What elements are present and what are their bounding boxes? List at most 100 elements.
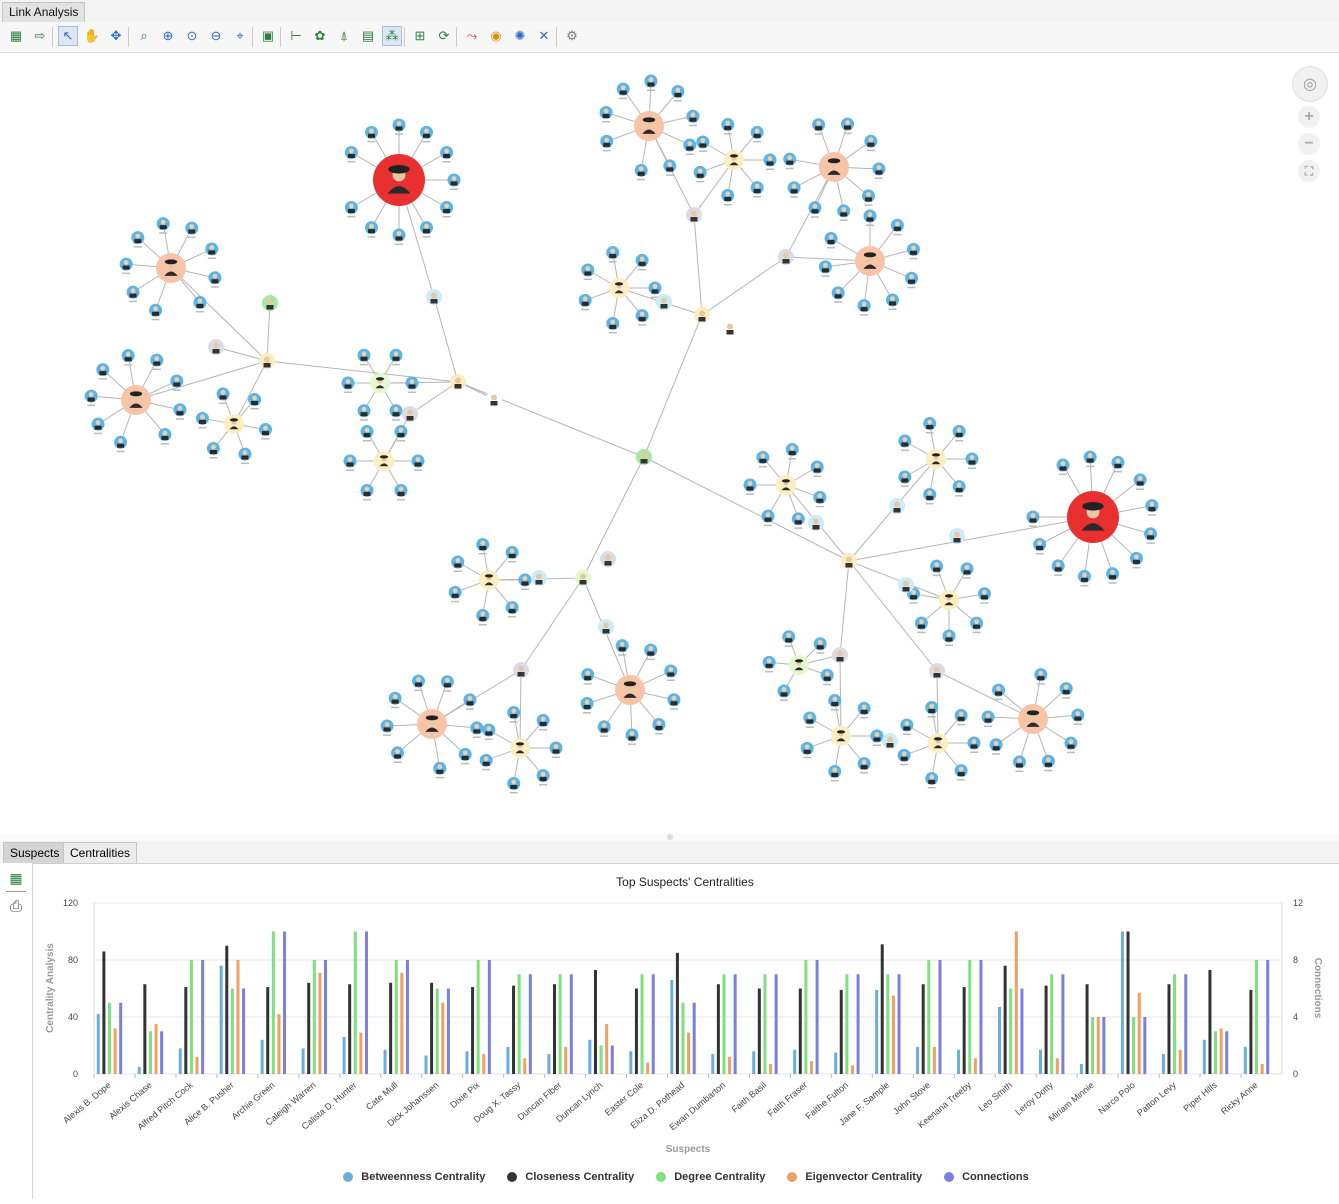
contact-node[interactable] [365,221,378,238]
suspect-node[interactable] [928,733,948,753]
contact-node[interactable] [156,217,170,234]
network-button[interactable]: ✺ [514,28,526,43]
contact-node[interactable] [818,260,832,277]
contact-node[interactable] [394,483,408,501]
contact-node[interactable] [1077,569,1091,587]
contact-node[interactable] [820,668,834,686]
contact-node[interactable] [870,729,884,747]
contact-node[interactable] [114,435,128,453]
contact-node[interactable] [696,135,710,153]
contact-node[interactable] [898,470,912,488]
contact-node[interactable] [1033,537,1047,555]
contact-node[interactable] [952,424,966,442]
contact-node[interactable] [238,447,252,465]
contact-node[interactable] [344,201,358,218]
contact-node[interactable] [1145,499,1159,516]
contact-node[interactable] [954,764,968,781]
contact-node[interactable] [360,483,374,501]
suspect-node[interactable] [373,154,425,206]
contact-node[interactable] [925,771,939,789]
contact-node[interactable] [1133,473,1147,490]
suspect-node[interactable] [926,449,946,469]
suspect-node[interactable] [615,675,645,705]
zoom-out-button[interactable]: ⊖ [210,28,222,43]
contact-node[interactable] [463,693,477,710]
contact-node[interactable] [248,392,262,410]
contact-node[interactable] [787,181,801,198]
contact-node[interactable] [170,374,184,391]
contact-node[interactable] [652,717,666,735]
contact-node[interactable] [343,454,357,472]
contact-node[interactable] [394,425,408,442]
suspect-node[interactable] [374,451,394,471]
associate-node[interactable] [259,353,275,369]
contact-node[interactable] [193,295,207,313]
contact-node[interactable] [1051,559,1065,576]
associate-node[interactable] [694,307,710,323]
contact-node[interactable] [992,683,1006,701]
contact-node[interactable] [578,293,592,311]
contact-node[interactable] [800,741,814,759]
contact-node[interactable] [380,719,394,736]
contact-node[interactable] [750,181,764,198]
contact-node[interactable] [1056,458,1070,476]
suspect-node[interactable] [510,738,530,758]
hierarchic-layout-button[interactable]: ⊢ [290,28,302,43]
contact-node[interactable] [341,376,355,394]
contact-node[interactable] [648,281,662,299]
contact-node[interactable] [388,691,402,709]
suspect-node[interactable] [776,475,796,495]
contact-node[interactable] [479,753,493,771]
associate-node[interactable] [898,577,914,593]
contact-node[interactable] [625,728,639,745]
fit-to-screen-button[interactable]: ⛶ [1298,160,1320,182]
organic-layout-button[interactable]: ✿ [314,28,326,43]
contact-node[interactable] [149,303,163,321]
contact-node[interactable] [616,82,630,100]
legend-item[interactable]: Closeness Centrality [507,1171,634,1183]
overview-icon[interactable]: ▦ [9,869,23,886]
associate-node[interactable] [841,553,857,569]
contact-node[interactable] [857,757,871,774]
contact-node[interactable] [863,209,877,227]
contact-node[interactable] [440,675,454,692]
suspect-node[interactable] [417,709,447,739]
associate-node[interactable] [426,289,442,305]
associate-node[interactable] [531,570,547,586]
contact-node[interactable] [864,134,878,152]
associate-node[interactable] [402,406,418,422]
contact-node[interactable] [131,231,145,248]
contact-node[interactable] [581,263,595,281]
contact-node[interactable] [923,487,937,505]
associate-node[interactable] [598,619,614,635]
tab-centralities[interactable]: Centralities [63,842,138,863]
contact-node[interactable] [259,423,273,440]
contact-node[interactable] [411,674,425,692]
settings-gear-button[interactable]: ⚙ [566,28,578,43]
disconnect-button[interactable]: ✕ [538,28,550,43]
target-button[interactable]: ◉ [490,28,502,43]
associate-node[interactable] [722,320,738,336]
contact-node[interactable] [762,655,776,673]
contact-node[interactable] [900,718,914,736]
contact-node[interactable] [831,286,845,303]
contact-node[interactable] [549,741,563,759]
network-graph-svg[interactable] [0,53,1339,833]
associate-node[interactable] [686,207,702,223]
contact-node[interactable] [970,616,984,634]
contact-node[interactable] [1041,754,1055,772]
contact-node[interactable] [126,285,140,303]
legend-item[interactable]: Degree Centrality [656,1171,765,1183]
contact-node[interactable] [606,316,620,334]
contact-node[interactable] [505,601,519,618]
overview-button[interactable]: ▦ [9,28,23,43]
contact-node[interactable] [448,585,462,603]
orthogonal-layout-button[interactable]: ▤ [361,28,375,43]
associate-node[interactable] [949,528,965,544]
contact-node[interactable] [392,228,406,246]
suspect-node[interactable] [1067,491,1119,543]
contact-node[interactable] [150,353,164,371]
contact-node[interactable] [1129,551,1143,569]
legend-item[interactable]: Eigenvector Centrality [787,1171,922,1183]
contact-node[interactable] [185,221,199,239]
